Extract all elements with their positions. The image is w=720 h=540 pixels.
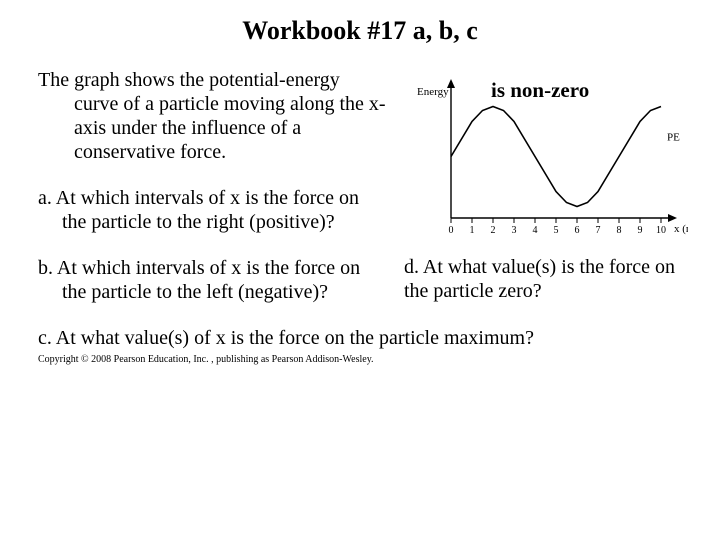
svg-text:0: 0 xyxy=(449,225,454,236)
slide: Workbook #17 a, b, c The graph shows the… xyxy=(0,0,720,540)
right-column: 012345678910Energyx (m)PEis non-zero d. … xyxy=(398,68,682,326)
svg-text:5: 5 xyxy=(554,225,559,236)
svg-text:Energy: Energy xyxy=(417,86,449,98)
svg-text:10: 10 xyxy=(656,225,666,236)
svg-text:4: 4 xyxy=(533,225,538,236)
svg-text:7: 7 xyxy=(596,225,601,236)
left-column: The graph shows the potential-energy cur… xyxy=(38,68,398,326)
svg-text:PE: PE xyxy=(667,132,680,144)
svg-text:3: 3 xyxy=(512,225,517,236)
question-d: d. At what value(s) is the force on the … xyxy=(404,255,682,304)
svg-text:2: 2 xyxy=(491,225,496,236)
question-b: b. At which intervals of x is the force … xyxy=(38,256,388,304)
svg-text:9: 9 xyxy=(638,225,643,236)
svg-text:6: 6 xyxy=(575,225,580,236)
intro-span: The graph shows the potential-energy cur… xyxy=(38,68,388,164)
question-c: c. At what value(s) of x is the force on… xyxy=(38,326,682,350)
svg-text:1: 1 xyxy=(470,225,475,236)
svg-text:8: 8 xyxy=(617,225,622,236)
svg-text:x (m): x (m) xyxy=(674,223,688,235)
two-column-layout: The graph shows the potential-energy cur… xyxy=(38,68,682,326)
page-title: Workbook #17 a, b, c xyxy=(38,16,682,46)
svg-text:is non-zero: is non-zero xyxy=(491,78,589,102)
intro-text: The graph shows the potential-energy cur… xyxy=(38,68,388,164)
energy-curve-svg: 0 1 2 3 4 5 6 7 8 9 10 Energy x (m) PE is non-zero xyxy=(404,68,688,243)
copyright-text: Copyright © 2008 Pearson Education, Inc.… xyxy=(38,354,682,365)
pe-graph: 0 1 2 3 4 5 6 7 8 9 10 Energy x (m) PE is non-zero xyxy=(404,68,688,243)
question-a: a. At which intervals of x is the force … xyxy=(38,186,388,234)
